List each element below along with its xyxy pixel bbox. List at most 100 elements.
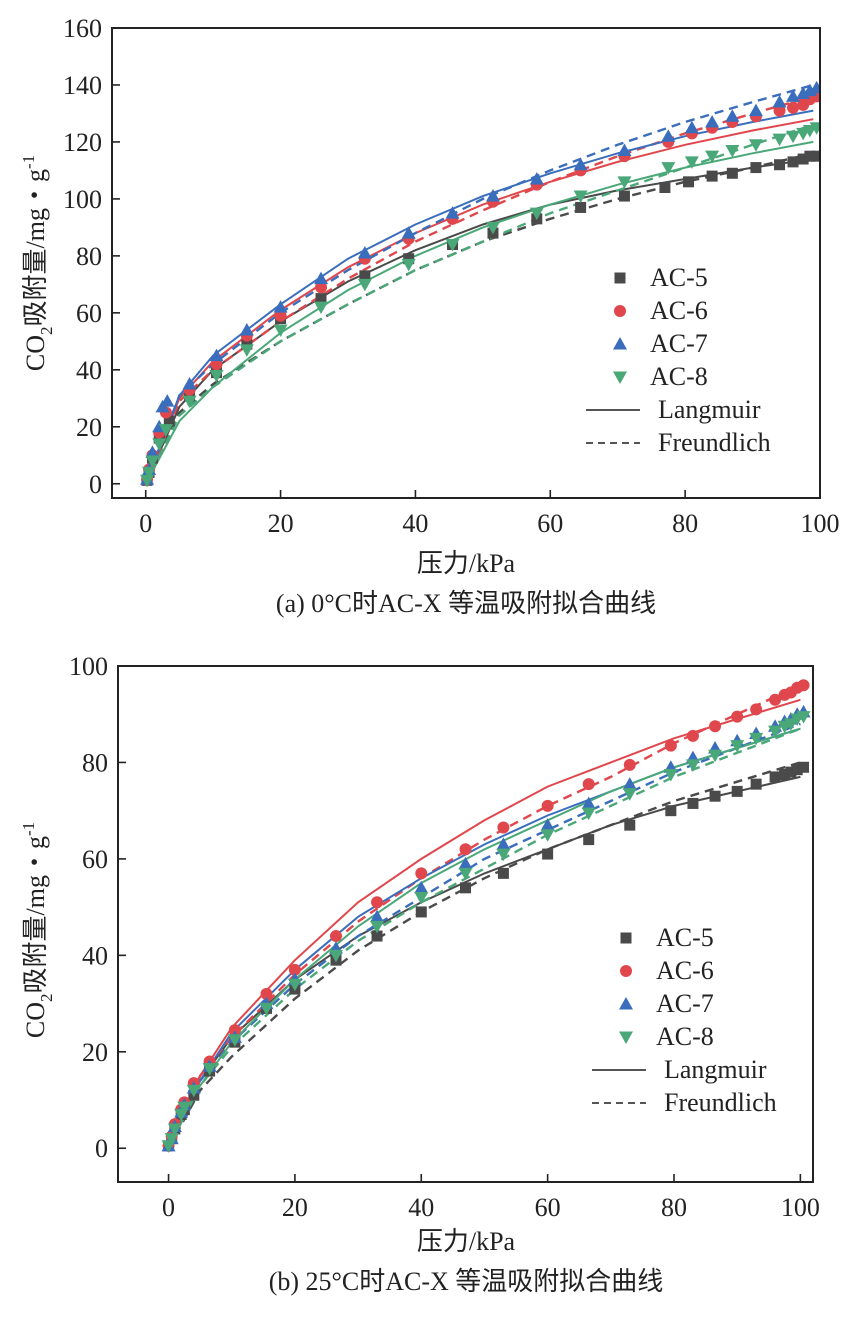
x-tick-label: 40 — [408, 1193, 434, 1222]
x-tick-label: 40 — [402, 509, 428, 538]
data-point-ac-8 — [209, 370, 224, 383]
data-point-ac-8 — [152, 438, 167, 451]
data-point-ac-6 — [709, 720, 722, 733]
data-point-ac-7 — [357, 246, 372, 259]
data-point-ac-8 — [202, 1063, 217, 1076]
data-point-ac-6 — [274, 309, 287, 322]
data-point-ac-6 — [459, 843, 472, 856]
y-tick-label: 60 — [82, 845, 108, 874]
data-point-ac-5 — [811, 150, 820, 162]
x-tick-label: 60 — [537, 509, 563, 538]
data-point-ac-8 — [177, 1101, 192, 1115]
freundlich-fit-ac-8 — [144, 123, 814, 485]
data-point-ac-8 — [540, 829, 555, 842]
y-tick-label: 40 — [82, 941, 108, 970]
plot-frame-b — [117, 665, 814, 1183]
data-point-ac-5 — [709, 790, 721, 802]
data-point-ac-6 — [210, 358, 223, 371]
data-point-ac-8 — [164, 1133, 179, 1146]
data-point-ac-8 — [749, 732, 764, 746]
data-point-ac-8 — [140, 474, 155, 488]
data-point-ac-8 — [182, 395, 197, 409]
legend-marker-ac-5 — [614, 272, 626, 284]
data-point-ac-8 — [167, 1123, 182, 1136]
x-tick-label: 0 — [139, 509, 152, 538]
y-axis-label-a: CO2吸附量/mg・g-1 — [19, 155, 56, 371]
data-point-ac-5 — [575, 201, 587, 213]
data-point-ac-6 — [773, 104, 786, 117]
data-point-ac-5 — [779, 769, 791, 781]
x-tick-label: 20 — [282, 1193, 308, 1222]
data-point-ac-5 — [624, 819, 636, 831]
data-point-ac-5 — [706, 170, 718, 182]
data-point-ac-8 — [809, 122, 820, 135]
legend-marker-ac-7 — [619, 997, 633, 1010]
data-point-ac-7 — [273, 300, 288, 313]
data-point-ac-5 — [359, 270, 371, 282]
data-point-ac-5 — [542, 848, 554, 860]
data-point-ac-7 — [182, 377, 197, 390]
data-point-ac-8 — [273, 324, 288, 337]
data-point-ac-8 — [227, 1034, 242, 1047]
data-point-ac-5 — [804, 150, 816, 162]
data-point-ac-5 — [774, 159, 786, 171]
data-point-ac-7 — [772, 95, 787, 108]
data-point-ac-5 — [497, 867, 509, 879]
data-point-ac-8 — [145, 455, 160, 468]
data-point-ac-7 — [485, 189, 500, 202]
y-tick-label: 80 — [76, 242, 102, 271]
data-point-ac-7 — [239, 322, 254, 336]
x-axis-label-a: 压力/kPa — [417, 549, 516, 578]
data-point-ac-8 — [748, 139, 763, 152]
x-tick-label: 80 — [672, 509, 698, 538]
x-axis-label-b: 压力/kPa — [417, 1227, 516, 1256]
data-point-ac-6 — [769, 693, 782, 706]
data-point-ac-8 — [684, 156, 699, 169]
plot-area-a — [140, 80, 820, 488]
data-point-ac-8 — [287, 978, 302, 992]
data-point-ac-7 — [809, 80, 820, 94]
data-point-ac-5 — [403, 253, 415, 265]
data-point-ac-5 — [769, 771, 781, 783]
data-point-ac-7 — [573, 157, 588, 171]
freundlich-fit-ac-8 — [167, 727, 801, 1149]
data-point-ac-7 — [414, 880, 429, 894]
data-point-ac-5 — [618, 190, 630, 202]
legend-label-freundlich: Freundlich — [658, 428, 771, 457]
data-point-ac-6 — [228, 1024, 241, 1037]
data-point-ac-6 — [541, 799, 554, 812]
legend-marker-ac-8 — [619, 1031, 633, 1044]
y-tick-label: 20 — [82, 1038, 108, 1067]
data-point-ac-6 — [731, 710, 744, 723]
data-point-ac-6 — [664, 739, 677, 752]
data-point-ac-7 — [529, 171, 544, 185]
data-point-ac-8 — [186, 1084, 201, 1098]
legend-label: AC-7 — [650, 329, 708, 358]
data-point-ac-7 — [748, 103, 763, 117]
data-point-ac-6 — [787, 101, 800, 114]
data-point-ac-6 — [623, 758, 636, 771]
y-tick-label: 0 — [95, 1134, 108, 1163]
data-point-ac-7 — [661, 129, 676, 142]
data-point-ac-8 — [581, 807, 596, 821]
data-point-ac-5 — [583, 834, 595, 846]
data-point-ac-8 — [370, 920, 385, 934]
data-point-ac-8 — [445, 238, 460, 252]
y-tick-label: 0 — [89, 470, 102, 499]
data-point-ac-8 — [617, 176, 632, 189]
data-point-ac-8 — [328, 949, 343, 963]
data-point-ac-5 — [163, 415, 175, 427]
data-point-ac-8 — [661, 162, 676, 175]
data-point-ac-8 — [786, 130, 801, 144]
data-point-ac-8 — [401, 258, 416, 272]
y-tick-label: 160 — [63, 14, 102, 43]
data-point-ac-5 — [791, 764, 803, 776]
legend-label: AC-8 — [650, 362, 708, 391]
x-tick-label: 20 — [268, 509, 294, 538]
legend-a: AC-5 AC-6 AC-7 AC-8 Langmuir Freundlich — [586, 263, 771, 457]
y-tick-label: 100 — [69, 652, 108, 681]
data-point-ac-5 — [787, 156, 799, 168]
data-point-ac-8 — [158, 424, 173, 437]
data-point-ac-7 — [581, 796, 596, 809]
